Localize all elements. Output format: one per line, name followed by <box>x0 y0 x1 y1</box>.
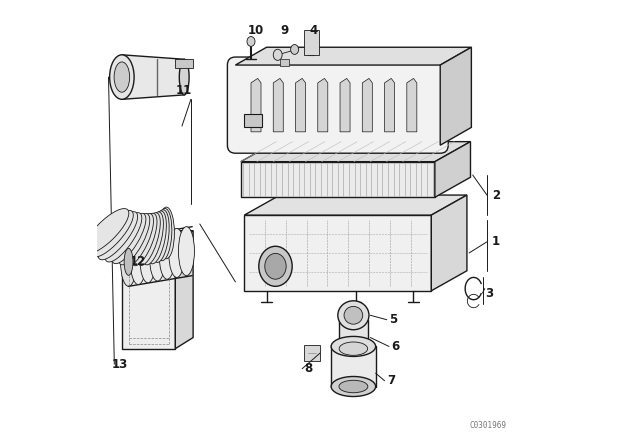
Polygon shape <box>251 78 261 132</box>
Polygon shape <box>318 78 328 132</box>
Polygon shape <box>241 162 435 197</box>
Polygon shape <box>244 195 467 215</box>
Text: 2: 2 <box>492 189 500 202</box>
Ellipse shape <box>273 49 282 60</box>
Polygon shape <box>175 59 193 68</box>
Text: 13: 13 <box>111 358 128 371</box>
Text: 3: 3 <box>485 287 493 300</box>
Text: 6: 6 <box>392 340 400 353</box>
Polygon shape <box>431 195 467 291</box>
Polygon shape <box>236 47 472 65</box>
Polygon shape <box>280 59 289 66</box>
Text: C0301969: C0301969 <box>469 421 506 430</box>
Text: 7: 7 <box>387 374 396 387</box>
Polygon shape <box>273 78 284 132</box>
Polygon shape <box>122 231 193 242</box>
Polygon shape <box>440 47 472 145</box>
Ellipse shape <box>339 342 367 355</box>
Polygon shape <box>407 78 417 132</box>
Ellipse shape <box>158 207 175 259</box>
Text: 8: 8 <box>305 362 313 375</box>
Ellipse shape <box>120 237 136 286</box>
Text: 10: 10 <box>247 24 264 37</box>
Ellipse shape <box>344 306 363 324</box>
Polygon shape <box>241 142 470 162</box>
Text: 11: 11 <box>176 84 193 97</box>
Ellipse shape <box>124 248 133 276</box>
Ellipse shape <box>105 213 142 262</box>
Ellipse shape <box>84 209 129 254</box>
Polygon shape <box>304 345 320 361</box>
Polygon shape <box>244 215 431 291</box>
Ellipse shape <box>331 336 376 357</box>
Polygon shape <box>340 78 350 132</box>
Ellipse shape <box>179 227 195 276</box>
Ellipse shape <box>125 214 154 266</box>
Ellipse shape <box>131 213 157 266</box>
FancyBboxPatch shape <box>227 57 448 153</box>
Polygon shape <box>362 78 372 132</box>
Ellipse shape <box>130 236 146 284</box>
Polygon shape <box>244 114 262 127</box>
Ellipse shape <box>109 55 134 99</box>
Ellipse shape <box>291 44 299 54</box>
Ellipse shape <box>142 212 163 265</box>
Ellipse shape <box>265 254 286 279</box>
Ellipse shape <box>339 380 368 393</box>
Ellipse shape <box>118 214 150 265</box>
Ellipse shape <box>169 228 185 277</box>
Ellipse shape <box>159 230 175 279</box>
Polygon shape <box>331 346 376 387</box>
Polygon shape <box>122 55 184 99</box>
Ellipse shape <box>150 232 166 281</box>
Polygon shape <box>339 320 367 349</box>
Ellipse shape <box>259 246 292 286</box>
Polygon shape <box>435 142 470 197</box>
Ellipse shape <box>112 213 146 264</box>
Ellipse shape <box>98 211 138 260</box>
Ellipse shape <box>152 210 169 263</box>
Polygon shape <box>175 231 193 349</box>
Ellipse shape <box>147 211 166 264</box>
Text: 12: 12 <box>129 255 145 268</box>
Polygon shape <box>385 78 395 132</box>
Ellipse shape <box>91 210 133 257</box>
Ellipse shape <box>137 213 160 266</box>
Ellipse shape <box>156 208 172 261</box>
Ellipse shape <box>140 234 156 283</box>
Polygon shape <box>296 78 305 132</box>
Polygon shape <box>305 30 319 55</box>
Ellipse shape <box>338 301 369 330</box>
Polygon shape <box>122 242 175 349</box>
Text: 9: 9 <box>280 24 289 37</box>
Text: 4: 4 <box>309 24 317 37</box>
Ellipse shape <box>247 37 255 46</box>
Text: 1: 1 <box>492 235 500 248</box>
Text: 5: 5 <box>389 313 397 326</box>
Ellipse shape <box>179 59 189 95</box>
Ellipse shape <box>331 376 376 396</box>
Ellipse shape <box>114 62 130 92</box>
